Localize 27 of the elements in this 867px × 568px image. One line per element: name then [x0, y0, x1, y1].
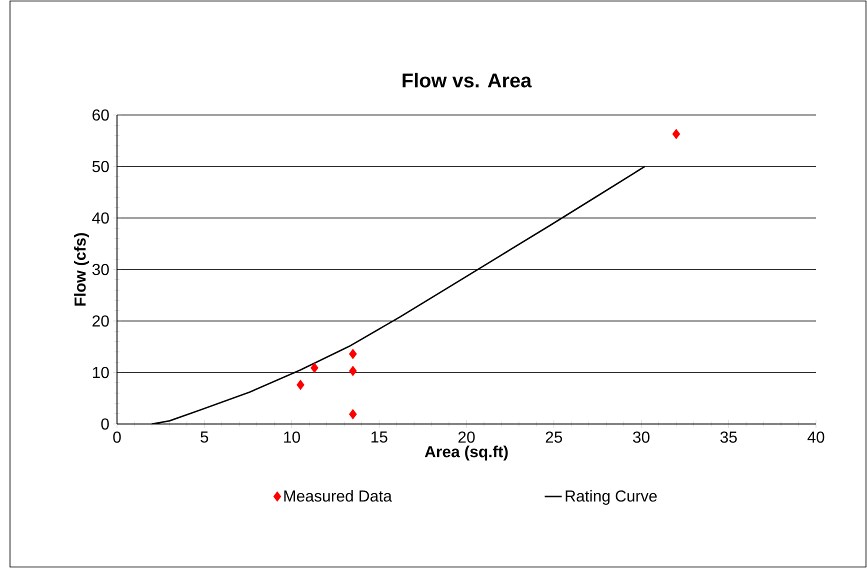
point [348, 409, 357, 420]
x-tick-label: 5 [200, 432, 208, 443]
point [348, 348, 357, 360]
y-tick-label: 50 [92, 160, 109, 172]
y-tick-label: 40 [92, 212, 109, 224]
x-tick-label: 15 [371, 432, 388, 443]
y-axis-title: Flow (cfs) [74, 233, 89, 306]
y-tick-label: 60 [92, 109, 109, 121]
y-tick-label: 0 [101, 418, 109, 430]
x-tick-label: 30 [633, 432, 650, 443]
x-axis-title: Area (sq.ft) [424, 446, 508, 460]
y-tick-label: 10 [92, 366, 109, 378]
point [348, 366, 357, 376]
legend-label: Measured Data [284, 490, 392, 502]
y-tick-label: 20 [92, 315, 109, 327]
point [672, 128, 680, 140]
x-tick-label: 0 [113, 432, 121, 443]
legend-label: Rating Curve [566, 490, 657, 505]
x-tick-label: 35 [720, 432, 737, 443]
point [296, 380, 304, 390]
x-tick-label: 40 [808, 432, 824, 443]
x-tick-label: 20 [458, 432, 475, 443]
y-tick-label: 30 [92, 264, 109, 276]
x-tick-label: 10 [284, 432, 300, 443]
x-tick-label: 25 [546, 432, 562, 443]
point [310, 362, 318, 374]
chart-title: Flow vs. Area [402, 72, 532, 88]
